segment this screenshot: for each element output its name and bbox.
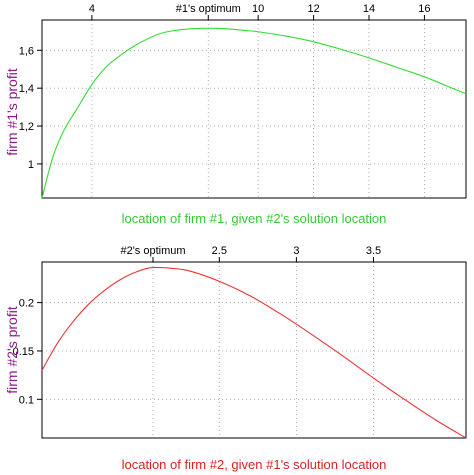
x-tick-label: #1's optimum xyxy=(176,3,241,15)
x-tick-label: #2's optimum xyxy=(120,245,185,257)
y-tick-label: 0.15 xyxy=(13,346,34,358)
y-tick-label: 0.1 xyxy=(19,394,34,406)
x-tick-label: 4 xyxy=(89,3,95,15)
chart-2-plot-frame xyxy=(41,261,467,439)
y-tick-label: 0.2 xyxy=(19,298,34,310)
y-tick-label: 1,4 xyxy=(19,83,34,95)
chart-2-y-axis-label: firm #2's profit xyxy=(4,306,20,394)
y-tick-label: 1,6 xyxy=(19,45,34,57)
x-tick-label: 3 xyxy=(293,245,299,257)
chart-2-x-axis-label: location of firm #2, given #1's solution… xyxy=(122,457,387,472)
x-tick-label: 3.5 xyxy=(366,245,381,257)
chart-2-ticks: #2's optimum 2.5 3 3.5 0.1 0.15 0.2 xyxy=(13,245,382,406)
chart-1-y-axis-label: firm #1's profit xyxy=(4,68,20,156)
y-tick-label: 1,2 xyxy=(19,121,34,133)
chart-1-gridlines xyxy=(42,20,466,198)
x-tick-label: 10 xyxy=(252,3,264,15)
x-tick-label: 16 xyxy=(418,3,430,15)
chart-1-x-axis-label: location of firm #1, given #2's solution… xyxy=(122,211,387,226)
chart-1-plot-frame xyxy=(41,19,467,199)
chart-2-gridlines xyxy=(42,262,466,438)
chart-2: #2's optimum 2.5 3 3.5 0.1 0.15 0.2 location o… xyxy=(4,245,467,472)
chart-1-series-line xyxy=(41,27,467,199)
x-tick-label: 2.5 xyxy=(212,245,227,257)
x-tick-label: 12 xyxy=(307,3,319,15)
chart-1-ticks: 4 #1's optimum 10 12 14 16 1 1,2 1,4 1,6 xyxy=(19,3,431,171)
chart-1: 4 #1's optimum 10 12 14 16 1 1,2 1,4 1,6 location… xyxy=(4,3,467,226)
y-tick-label: 1 xyxy=(28,159,34,171)
chart-2-series-line xyxy=(41,266,467,439)
x-tick-label: 14 xyxy=(363,3,375,15)
